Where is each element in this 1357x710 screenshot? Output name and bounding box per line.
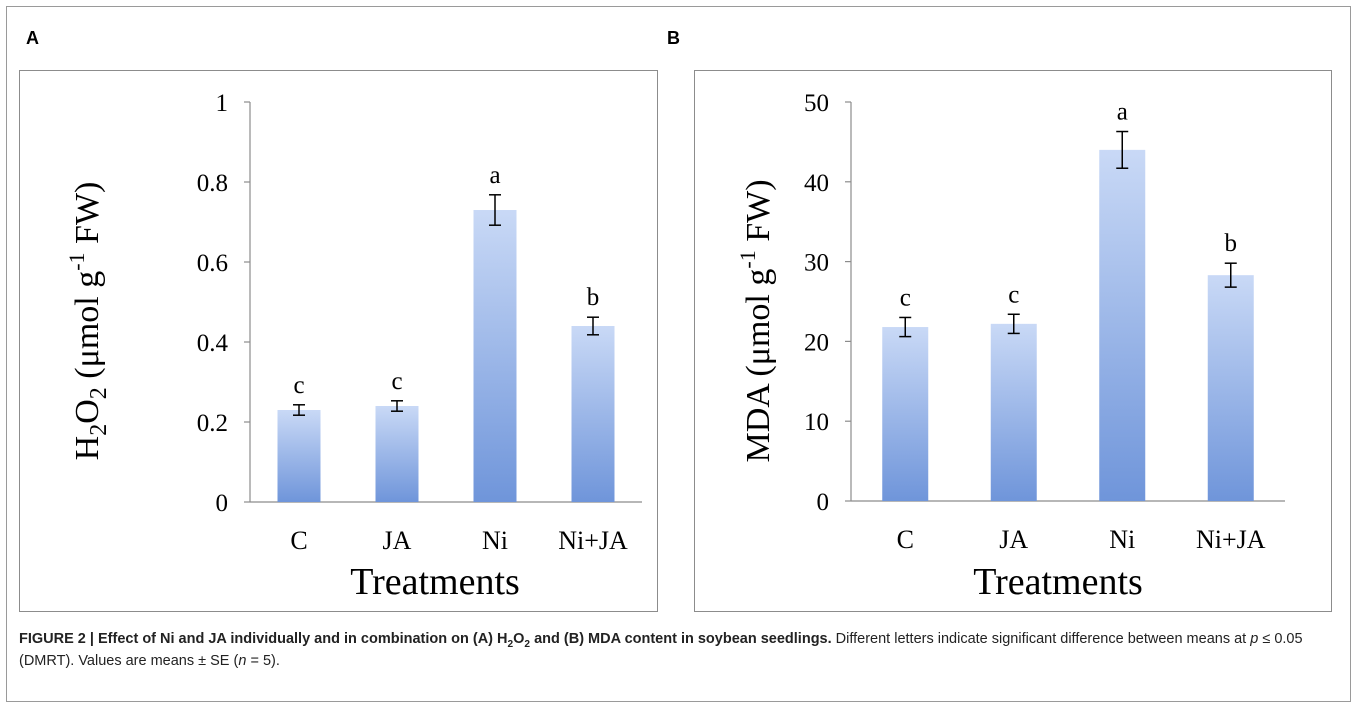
x-tick-label: C <box>897 525 914 554</box>
y-tick-label: 40 <box>804 170 829 197</box>
x-tick-label: JA <box>999 525 1028 554</box>
plot-area-a: 0 0.2 0.4 0.6 0.8 1 c Cc JA a Ni b Ni+JA <box>197 90 642 555</box>
chart-b-svg: 0 10 20 30 40 50 c Cc JA a Ni b Ni+JA MDA (μmol g-1 … <box>735 90 1285 603</box>
significance-label: a <box>489 162 500 189</box>
y-tick-label: 0 <box>216 490 229 517</box>
bar <box>277 410 321 502</box>
y-tick-label: 0.6 <box>197 250 228 277</box>
caption-sub: 2 <box>507 638 514 650</box>
y-tick-label: 0 <box>817 489 830 516</box>
significance-label: b <box>1225 230 1238 257</box>
figure-caption: FIGURE 2 | Effect of Ni and JA individua… <box>19 628 1339 672</box>
significance-label: c <box>293 372 304 399</box>
caption-o: O <box>513 631 525 647</box>
caption-p: p <box>1250 631 1259 647</box>
significance-label: c <box>391 368 402 395</box>
y-tick-label: 0.2 <box>197 410 228 437</box>
x-tick-label: Ni <box>1109 525 1135 554</box>
y-axis-label-a: H2O2 (μmol g-1 FW) <box>64 182 112 461</box>
caption-bold-rest: and (B) MDA content in soybean seedlings… <box>530 631 832 647</box>
panel-b-label: B <box>667 28 680 48</box>
x-tick-label: Ni <box>482 526 508 555</box>
caption-text: Different letters indicate significant d… <box>831 631 1251 647</box>
bar <box>990 323 1037 501</box>
x-tick-label: Ni+JA <box>1196 525 1266 554</box>
plot-area-b: 0 10 20 30 40 50 c Cc JA a Ni b Ni+JA <box>804 90 1285 554</box>
y-axis-label-b: MDA (μmol g-1 FW) <box>735 179 777 462</box>
y-tick-label: 1 <box>216 90 229 117</box>
caption-figure-label: FIGURE 2 | <box>19 631 98 647</box>
bar <box>473 210 517 502</box>
x-tick-label: C <box>290 526 307 555</box>
chart-a-svg: 0 0.2 0.4 0.6 0.8 1 c Cc JA a Ni b Ni+JA H2O2 (μmol … <box>64 90 642 603</box>
x-axis-label-b: Treatments <box>973 561 1143 603</box>
caption-bold-text: Effect of Ni and JA individually and in … <box>98 631 508 647</box>
bar <box>375 406 419 502</box>
x-tick-label: JA <box>383 526 412 555</box>
y-tick-label: 10 <box>804 409 829 436</box>
bar <box>1207 275 1254 501</box>
bar <box>571 326 615 502</box>
x-tick-label: Ni+JA <box>558 526 628 555</box>
significance-label: b <box>587 284 600 311</box>
caption-sub: 2 <box>524 638 531 650</box>
y-tick-label: 0.8 <box>197 170 228 197</box>
y-tick-label: 20 <box>804 329 829 356</box>
significance-label: c <box>1008 281 1019 308</box>
y-tick-label: 50 <box>804 90 829 117</box>
panel-a-label: A <box>26 28 39 48</box>
caption-text: = 5). <box>246 653 280 669</box>
caption-n: n <box>238 653 247 669</box>
significance-label: a <box>1117 99 1128 126</box>
bar <box>882 327 929 501</box>
bar <box>1099 149 1146 501</box>
x-axis-label-a: Treatments <box>350 561 520 603</box>
y-tick-label: 0.4 <box>197 330 229 357</box>
y-tick-label: 30 <box>804 250 829 277</box>
significance-label: c <box>900 284 911 311</box>
caption-text: ≤ 0.05 (DMRT). Values are means ± SE ( <box>19 631 1303 669</box>
